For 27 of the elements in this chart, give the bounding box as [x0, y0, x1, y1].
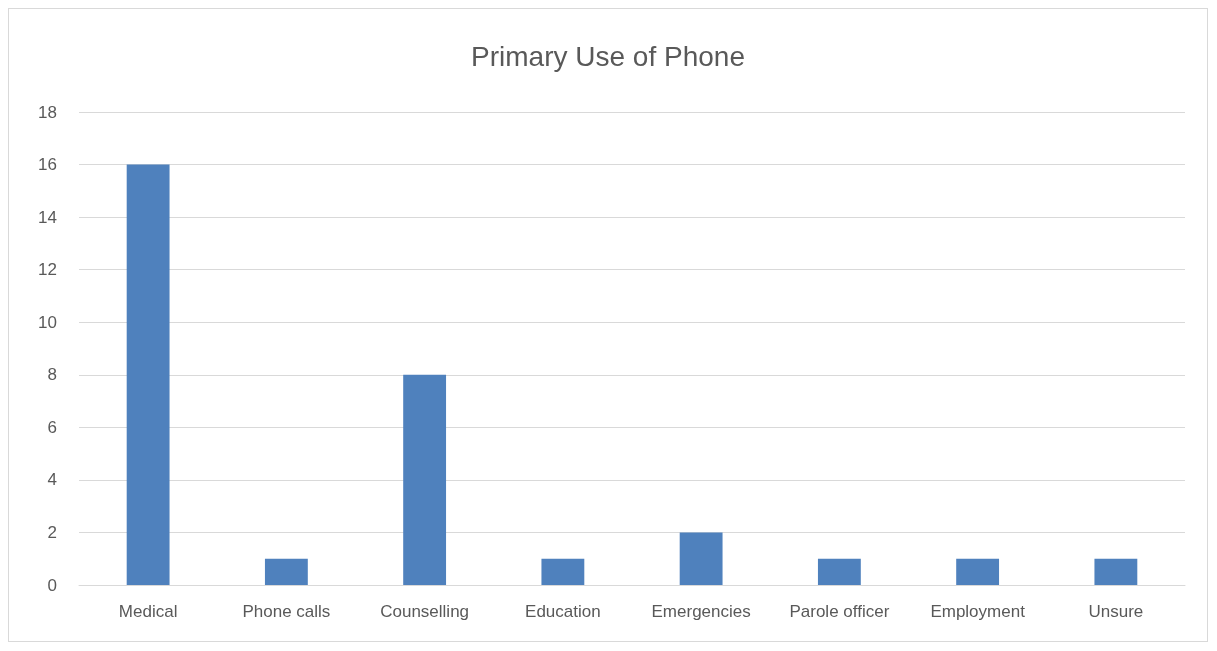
y-tick-label: 0	[47, 575, 57, 595]
bar	[679, 532, 723, 585]
y-tick-label: 4	[47, 470, 57, 490]
x-tick-label: Unsure	[1088, 602, 1144, 621]
y-tick-label: 16	[38, 155, 57, 175]
bar	[541, 558, 585, 585]
x-tick-label: Counselling	[380, 602, 470, 621]
bar	[1094, 558, 1138, 585]
y-tick-label: 10	[38, 312, 57, 332]
bar	[403, 374, 447, 585]
x-tick-label: Emergencies	[651, 602, 751, 621]
bar	[264, 558, 308, 585]
bar	[817, 558, 861, 585]
x-tick-label: Medical	[118, 602, 178, 621]
bar	[126, 164, 170, 585]
y-tick-label: 8	[47, 365, 57, 385]
y-tick-label: 12	[38, 260, 57, 280]
y-tick-label: 2	[47, 522, 57, 542]
x-tick-label: Phone calls	[242, 602, 331, 621]
y-tick-label: 6	[47, 417, 57, 437]
x-tick-label: Employment	[930, 602, 1026, 621]
chart-title: Primary Use of Phone	[471, 40, 745, 72]
y-tick-label: 18	[38, 102, 57, 122]
x-tick-label: Education	[525, 602, 601, 621]
x-tick-label: Parole officer	[789, 602, 890, 621]
y-tick-label: 14	[38, 207, 57, 227]
bar	[956, 558, 1000, 585]
